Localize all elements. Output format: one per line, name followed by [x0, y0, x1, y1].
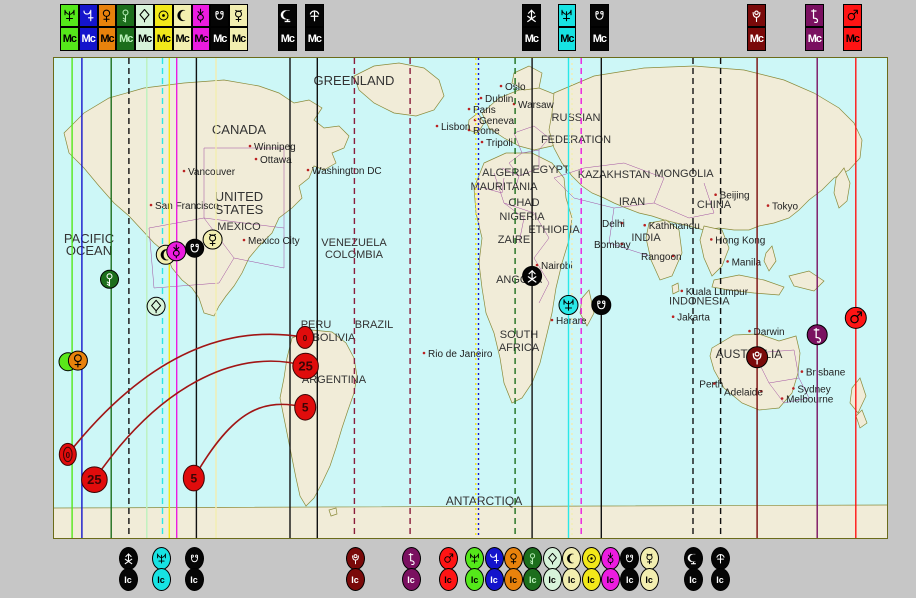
svg-text:Rangoon: Rangoon: [641, 252, 682, 263]
svg-text:IRAN: IRAN: [619, 196, 645, 208]
svg-text:25: 25: [298, 359, 312, 374]
svg-text:NIGERIA: NIGERIA: [499, 211, 545, 223]
svg-text:Melbourne: Melbourne: [786, 395, 834, 406]
svg-text:5: 5: [190, 472, 197, 486]
svg-text:San Francisco: San Francisco: [155, 201, 219, 212]
svg-text:ANTARCTIQA: ANTARCTIQA: [446, 494, 522, 508]
svg-text:0: 0: [303, 334, 308, 343]
svg-text:Kuala Lumpur: Kuala Lumpur: [686, 287, 749, 298]
svg-text:ALGERIA: ALGERIA: [482, 167, 530, 179]
svg-text:Rio de Janeiro: Rio de Janeiro: [428, 349, 493, 360]
svg-text:Warsaw: Warsaw: [518, 100, 555, 111]
svg-text:Dublin: Dublin: [485, 94, 513, 105]
svg-text:Perth: Perth: [699, 380, 723, 391]
svg-text:FEDERATION: FEDERATION: [541, 134, 611, 146]
svg-text:Mexico City: Mexico City: [248, 236, 300, 247]
svg-text:EGYPT: EGYPT: [532, 164, 570, 176]
svg-text:CANADA: CANADA: [212, 122, 267, 137]
svg-text:Ottawa: Ottawa: [260, 155, 292, 166]
svg-text:MEXICO: MEXICO: [217, 221, 261, 233]
svg-text:AFRICA: AFRICA: [499, 342, 540, 354]
svg-text:STATES: STATES: [215, 202, 264, 217]
svg-text:5: 5: [302, 401, 309, 415]
svg-text:OCEAN: OCEAN: [66, 243, 112, 258]
svg-text:ZAIRE: ZAIRE: [498, 234, 530, 246]
svg-text:CHAD: CHAD: [508, 197, 539, 209]
svg-text:Lisbon: Lisbon: [441, 122, 470, 133]
svg-text:BOLIVIA: BOLIVIA: [313, 332, 356, 344]
svg-text:INDIA: INDIA: [631, 232, 661, 244]
svg-text:Delhi: Delhi: [602, 219, 625, 230]
svg-text:Rome: Rome: [473, 126, 500, 137]
svg-text:Tripoli: Tripoli: [486, 138, 513, 149]
svg-text:Jakarta: Jakarta: [677, 313, 710, 324]
svg-text:Tokyo: Tokyo: [772, 202, 799, 213]
svg-text:Harare: Harare: [556, 316, 587, 327]
svg-text:Washington DC: Washington DC: [312, 166, 382, 177]
svg-text:KAZAKHSTAN: KAZAKHSTAN: [578, 169, 651, 181]
svg-text:Darwin: Darwin: [754, 327, 785, 338]
svg-text:BRAZIL: BRAZIL: [355, 319, 394, 331]
svg-text:Hong Kong: Hong Kong: [715, 235, 765, 246]
svg-text:MAURITANIA: MAURITANIA: [470, 181, 538, 193]
svg-text:0: 0: [66, 451, 71, 460]
svg-text:Bombay: Bombay: [594, 240, 631, 251]
svg-text:RUSSIAN: RUSSIAN: [552, 112, 601, 124]
svg-text:25: 25: [87, 472, 101, 487]
svg-text:Beijing: Beijing: [720, 191, 750, 202]
svg-text:MONGOLIA: MONGOLIA: [654, 168, 714, 180]
svg-text:Vancouver: Vancouver: [188, 167, 236, 178]
svg-text:Kathmandu: Kathmandu: [649, 221, 700, 232]
svg-text:Brisbane: Brisbane: [806, 368, 846, 379]
